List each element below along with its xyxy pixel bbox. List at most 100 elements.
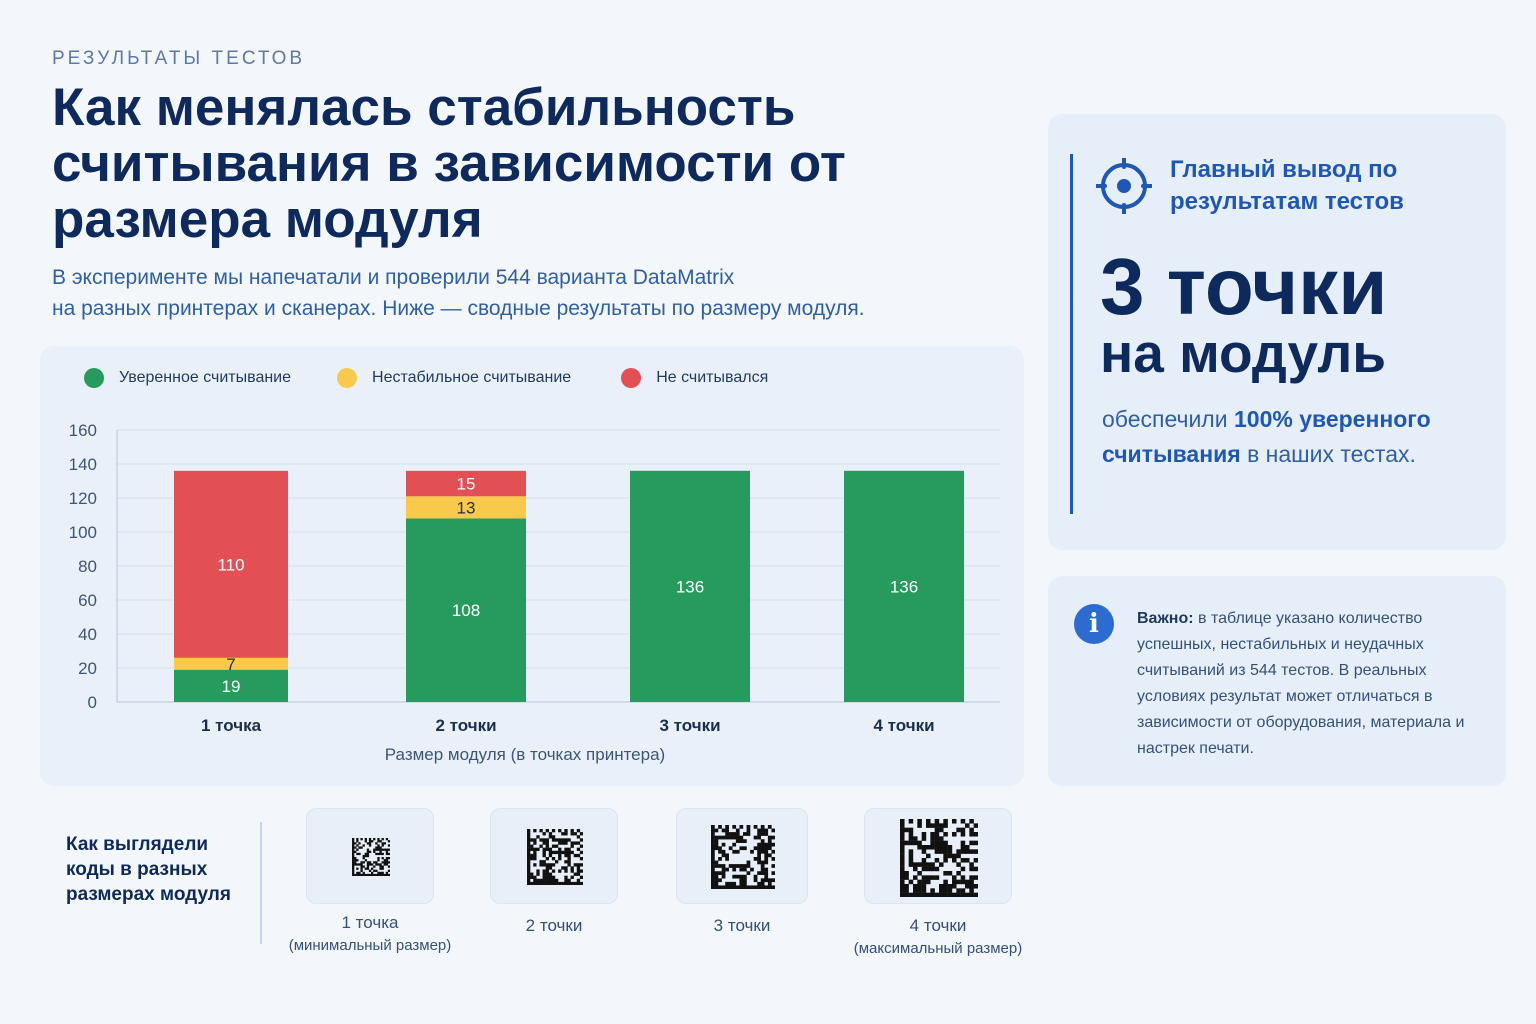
datamatrix-module	[579, 844, 583, 848]
legend-dot-yellow	[337, 368, 358, 388]
code-label-2: 2 точки	[464, 916, 644, 936]
datamatrix-module	[381, 844, 384, 847]
datamatrix-module	[711, 828, 715, 833]
datamatrix-module	[377, 873, 380, 876]
datamatrix-module	[542, 832, 546, 836]
datamatrix-module	[943, 832, 948, 837]
datamatrix-module	[732, 849, 737, 854]
datamatrix-module	[573, 863, 577, 867]
datamatrix-module	[352, 859, 355, 862]
page-title: Как менялась стабильность считывания в з…	[52, 78, 846, 249]
datamatrix-module	[364, 852, 367, 856]
datamatrix-module	[711, 832, 715, 836]
datamatrix-module	[545, 847, 549, 851]
datamatrix-module	[728, 846, 733, 851]
datamatrix-module	[377, 857, 380, 860]
datamatrix-module	[764, 860, 769, 865]
datamatrix-module	[564, 878, 568, 883]
datamatrix-module	[561, 841, 565, 845]
datamatrix-module	[530, 838, 534, 842]
datamatrix-module	[960, 849, 966, 854]
datamatrix-module	[952, 879, 957, 885]
summary-big-value: 3 точки	[1100, 242, 1388, 331]
datamatrix-module	[358, 871, 361, 875]
datamatrix-module	[536, 847, 540, 851]
datamatrix-module	[908, 853, 914, 859]
datamatrix-module	[366, 854, 370, 858]
datamatrix-module	[352, 838, 355, 841]
datamatrix-module	[757, 885, 761, 889]
datamatrix-module	[373, 869, 376, 872]
datamatrix-module	[965, 858, 970, 863]
datamatrix-module	[934, 866, 940, 872]
datamatrix-module	[900, 845, 905, 850]
datamatrix-module	[900, 888, 905, 893]
datamatrix-module	[545, 878, 549, 883]
datamatrix-module	[573, 853, 577, 858]
datamatrix-module	[545, 866, 549, 870]
datamatrix-module	[771, 864, 775, 868]
datamatrix-module	[735, 849, 740, 854]
datamatrix-module	[913, 836, 918, 841]
datamatrix-module	[735, 864, 740, 868]
datamatrix-module	[379, 865, 382, 868]
datamatrix-module	[930, 845, 935, 850]
datamatrix-module	[934, 827, 940, 833]
datamatrix-module	[921, 888, 927, 893]
datamatrix-module	[921, 862, 927, 867]
datamatrix-module	[387, 873, 390, 876]
datamatrix-module	[930, 875, 935, 880]
datamatrix-module	[385, 861, 389, 864]
datamatrix-module	[564, 853, 568, 858]
datamatrix-module	[561, 850, 565, 855]
datamatrix-module	[711, 874, 715, 879]
datamatrix-module	[725, 832, 729, 836]
codes-divider	[260, 822, 262, 944]
datamatrix-module	[385, 859, 389, 862]
datamatrix-module	[714, 839, 719, 843]
datamatrix-module	[750, 849, 754, 854]
datamatrix-module	[570, 841, 574, 845]
datamatrix-module	[771, 835, 775, 840]
stacked-bar-chart: 0 20 40 60 80 100 120 140 160 19 7 110 1 точка 108 13 1…	[69, 421, 1000, 764]
datamatrix-module	[542, 838, 546, 842]
y-tick-label: 120	[69, 489, 97, 508]
datamatrix-module	[757, 832, 761, 836]
datamatrix-module	[969, 840, 974, 846]
datamatrix-module	[530, 853, 534, 858]
datamatrix-module	[750, 885, 754, 889]
datamatrix-module	[934, 892, 940, 897]
bar-segment	[174, 657, 288, 670]
datamatrix-module	[570, 850, 574, 855]
datamatrix-module	[921, 875, 927, 880]
datamatrix-module	[721, 864, 726, 868]
datamatrix-module	[913, 888, 918, 893]
datamatrix-module	[743, 832, 747, 836]
datamatrix-module	[973, 884, 978, 889]
datamatrix-module	[917, 840, 922, 846]
datamatrix-module	[728, 881, 733, 886]
datamatrix-module	[725, 867, 729, 872]
datamatrix-module	[900, 823, 905, 828]
datamatrix-module	[947, 884, 953, 889]
datamatrix-module	[354, 842, 357, 845]
datamatrix-module	[735, 839, 740, 843]
datamatrix-module	[362, 873, 365, 876]
datamatrix-module	[558, 847, 562, 851]
datamatrix-module	[358, 863, 361, 866]
datamatrix-module	[381, 865, 384, 868]
datamatrix-module	[960, 819, 966, 824]
datamatrix-module	[934, 849, 940, 854]
datamatrix-module	[561, 866, 565, 870]
datamatrix-module	[771, 871, 775, 875]
eyebrow-label: РЕЗУЛЬТАТЫ ТЕСТОВ	[52, 48, 306, 69]
legend-label-confident: Уверенное считывание	[119, 369, 292, 386]
datamatrix-module	[364, 854, 367, 858]
datamatrix-module	[362, 854, 365, 858]
datamatrix-module	[753, 857, 758, 861]
datamatrix-module	[570, 832, 574, 836]
datamatrix-module	[539, 838, 543, 842]
datamatrix-module	[739, 885, 744, 889]
datamatrix-module	[379, 852, 382, 856]
datamatrix-module	[352, 846, 355, 849]
